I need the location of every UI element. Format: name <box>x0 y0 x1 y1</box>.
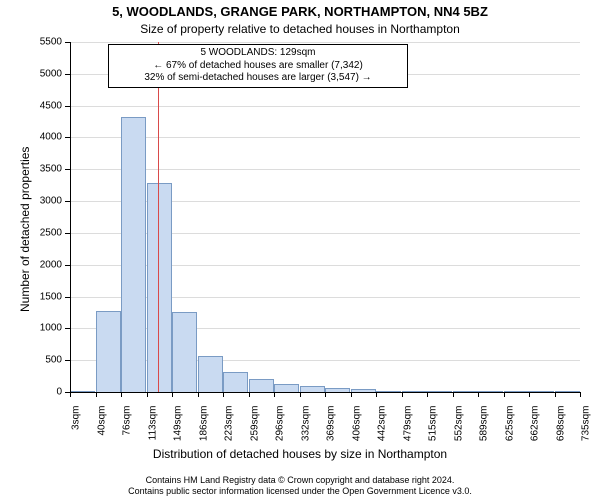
y-tick-label: 1500 <box>0 291 62 302</box>
x-tick-label: 369sqm <box>326 406 337 456</box>
x-tick-label: 515sqm <box>428 406 439 456</box>
footer-line-2: Contains public sector information licen… <box>0 486 600 497</box>
x-tick-mark <box>223 392 224 397</box>
grid-line <box>70 169 580 170</box>
y-tick-label: 4500 <box>0 100 62 111</box>
x-tick-label: 442sqm <box>377 406 388 456</box>
x-tick-mark <box>70 392 71 397</box>
x-tick-label: 735sqm <box>581 406 592 456</box>
grid-line <box>70 42 580 43</box>
x-tick-mark <box>121 392 122 397</box>
callout-line-1: 5 WOODLANDS: 129sqm <box>109 47 407 60</box>
y-tick-label: 5500 <box>0 37 62 48</box>
x-tick-label: 40sqm <box>96 406 107 456</box>
chart-container: 5, WOODLANDS, GRANGE PARK, NORTHAMPTON, … <box>0 0 600 500</box>
histogram-bar <box>172 312 197 392</box>
x-tick-mark <box>300 392 301 397</box>
histogram-bar <box>274 384 299 392</box>
x-tick-mark <box>427 392 428 397</box>
grid-line <box>70 106 580 107</box>
property-marker-line <box>158 42 159 392</box>
x-tick-label: 3sqm <box>71 406 82 456</box>
x-tick-label: 662sqm <box>530 406 541 456</box>
x-tick-mark <box>351 392 352 397</box>
y-tick-mark <box>65 106 70 107</box>
x-tick-mark <box>249 392 250 397</box>
y-tick-mark <box>65 74 70 75</box>
x-tick-mark <box>325 392 326 397</box>
x-tick-label: 296sqm <box>275 406 286 456</box>
x-tick-label: 76sqm <box>122 406 133 456</box>
y-axis-line <box>70 42 71 392</box>
y-tick-mark <box>65 42 70 43</box>
y-tick-mark <box>65 169 70 170</box>
chart-subtitle: Size of property relative to detached ho… <box>0 22 600 36</box>
x-tick-label: 149sqm <box>173 406 184 456</box>
x-tick-label: 186sqm <box>198 406 209 456</box>
chart-title: 5, WOODLANDS, GRANGE PARK, NORTHAMPTON, … <box>0 4 600 19</box>
y-tick-label: 0 <box>0 387 62 398</box>
x-tick-mark <box>198 392 199 397</box>
footer-line-1: Contains HM Land Registry data © Crown c… <box>0 475 600 486</box>
x-tick-mark <box>402 392 403 397</box>
histogram-bar <box>147 183 172 392</box>
x-tick-label: 223sqm <box>224 406 235 456</box>
y-tick-label: 1000 <box>0 323 62 334</box>
histogram-bar <box>198 356 223 392</box>
y-tick-mark <box>65 265 70 266</box>
x-tick-label: 113sqm <box>147 406 158 456</box>
x-tick-mark <box>555 392 556 397</box>
histogram-bar <box>249 379 274 392</box>
histogram-bar <box>96 311 121 392</box>
y-tick-mark <box>65 233 70 234</box>
y-tick-label: 3000 <box>0 196 62 207</box>
y-tick-label: 500 <box>0 355 62 366</box>
x-tick-label: 479sqm <box>402 406 413 456</box>
x-tick-mark <box>504 392 505 397</box>
grid-line <box>70 137 580 138</box>
x-tick-label: 589sqm <box>479 406 490 456</box>
x-tick-label: 698sqm <box>555 406 566 456</box>
y-tick-label: 3500 <box>0 164 62 175</box>
callout-line-3: 32% of semi-detached houses are larger (… <box>109 72 407 85</box>
x-tick-mark <box>172 392 173 397</box>
footer-attribution: Contains HM Land Registry data © Crown c… <box>0 475 600 498</box>
x-tick-mark <box>580 392 581 397</box>
x-tick-label: 259sqm <box>249 406 260 456</box>
x-tick-label: 625sqm <box>504 406 515 456</box>
y-tick-mark <box>65 328 70 329</box>
x-tick-mark <box>529 392 530 397</box>
histogram-bar <box>121 117 146 392</box>
y-tick-label: 5000 <box>0 68 62 79</box>
callout-line-2: ← 67% of detached houses are smaller (7,… <box>109 60 407 73</box>
x-tick-mark <box>147 392 148 397</box>
y-tick-mark <box>65 297 70 298</box>
callout-box: 5 WOODLANDS: 129sqm ← 67% of detached ho… <box>108 44 408 88</box>
x-tick-mark <box>478 392 479 397</box>
x-tick-label: 552sqm <box>453 406 464 456</box>
y-tick-mark <box>65 201 70 202</box>
y-tick-label: 4000 <box>0 132 62 143</box>
histogram-bar <box>223 372 248 392</box>
x-tick-label: 406sqm <box>351 406 362 456</box>
x-tick-mark <box>96 392 97 397</box>
y-tick-mark <box>65 360 70 361</box>
plot-area <box>70 42 580 392</box>
y-tick-label: 2000 <box>0 259 62 270</box>
x-tick-mark <box>453 392 454 397</box>
x-tick-mark <box>274 392 275 397</box>
y-tick-mark <box>65 137 70 138</box>
x-tick-mark <box>376 392 377 397</box>
x-tick-label: 332sqm <box>300 406 311 456</box>
y-tick-label: 2500 <box>0 227 62 238</box>
